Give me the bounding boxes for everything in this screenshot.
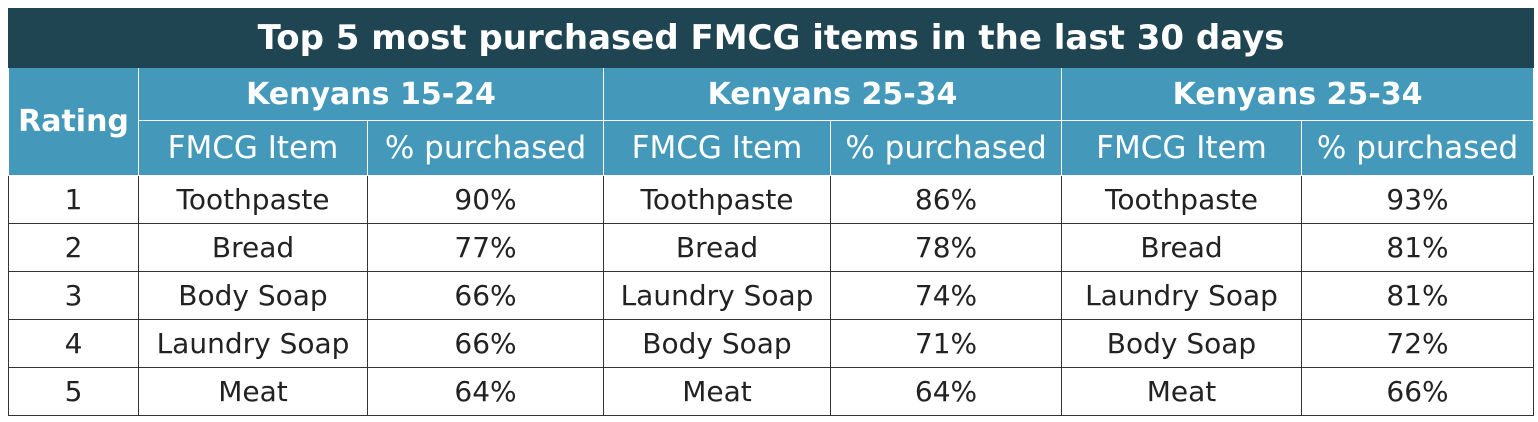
sub-header-row: FMCG Item % purchased FMCG Item % purcha…	[9, 120, 1535, 176]
value-header-1: % purchased	[367, 120, 604, 176]
table-row: 2 Bread 77% Bread 78% Bread 81%	[8, 223, 1535, 272]
value-header-3: % purchased	[1300, 120, 1535, 176]
item-header-3: FMCG Item	[1061, 120, 1302, 176]
item-cell: Body Soap	[1061, 319, 1302, 368]
value-cell: 81%	[1300, 271, 1535, 320]
table-title: Top 5 most purchased FMCG items in the l…	[7, 8, 1535, 68]
item-cell: Toothpaste	[1061, 175, 1302, 224]
rating-cell: 1	[8, 175, 139, 224]
value-cell: 90%	[367, 175, 604, 224]
item-cell: Bread	[1061, 223, 1302, 272]
rating-cell: 4	[8, 319, 139, 368]
item-cell: Toothpaste	[138, 175, 368, 224]
table-row: 3 Body Soap 66% Laundry Soap 74% Laundry…	[8, 271, 1535, 320]
rating-header: Rating	[8, 67, 139, 176]
title-row: Top 5 most purchased FMCG items in the l…	[7, 8, 1535, 68]
value-cell: 72%	[1300, 319, 1535, 368]
value-cell: 64%	[367, 367, 604, 416]
value-cell: 77%	[367, 223, 604, 272]
value-cell: 86%	[830, 175, 1062, 224]
value-cell: 93%	[1300, 175, 1535, 224]
item-cell: Body Soap	[603, 319, 831, 368]
item-cell: Bread	[138, 223, 368, 272]
table-row: 4 Laundry Soap 66% Body Soap 71% Body So…	[8, 319, 1535, 368]
group-header-2: Kenyans 25-34	[603, 67, 1062, 121]
table-row: 1 Toothpaste 90% Toothpaste 86% Toothpas…	[8, 175, 1535, 224]
fmcg-table: Top 5 most purchased FMCG items in the l…	[7, 8, 1535, 416]
group-header-1: Kenyans 15-24	[138, 67, 604, 121]
value-cell: 66%	[1300, 367, 1535, 416]
table-row: 5 Meat 64% Meat 64% Meat 66%	[8, 367, 1535, 416]
item-cell: Meat	[1061, 367, 1302, 416]
value-cell: 71%	[830, 319, 1062, 368]
value-header-2: % purchased	[830, 120, 1062, 176]
item-cell: Laundry Soap	[138, 319, 368, 368]
item-cell: Meat	[603, 367, 831, 416]
table-container: Top 5 most purchased FMCG items in the l…	[7, 8, 1535, 416]
item-cell: Laundry Soap	[1061, 271, 1302, 320]
item-header-1: FMCG Item	[138, 120, 368, 176]
group-header-row: Rating Kenyans 15-24 Kenyans 25-34 Kenya…	[8, 67, 1535, 176]
value-cell: 66%	[367, 319, 604, 368]
value-cell: 81%	[1300, 223, 1535, 272]
rating-cell: 2	[8, 223, 139, 272]
item-cell: Meat	[138, 367, 368, 416]
rating-cell: 5	[8, 367, 139, 416]
item-header-2: FMCG Item	[603, 120, 831, 176]
item-cell: Body Soap	[138, 271, 368, 320]
item-cell: Bread	[603, 223, 831, 272]
value-cell: 74%	[830, 271, 1062, 320]
rating-cell: 3	[8, 271, 139, 320]
value-cell: 66%	[367, 271, 604, 320]
value-cell: 78%	[830, 223, 1062, 272]
item-cell: Laundry Soap	[603, 271, 831, 320]
value-cell: 64%	[830, 367, 1062, 416]
item-cell: Toothpaste	[603, 175, 831, 224]
group-header-3: Kenyans 25-34	[1060, 67, 1535, 121]
